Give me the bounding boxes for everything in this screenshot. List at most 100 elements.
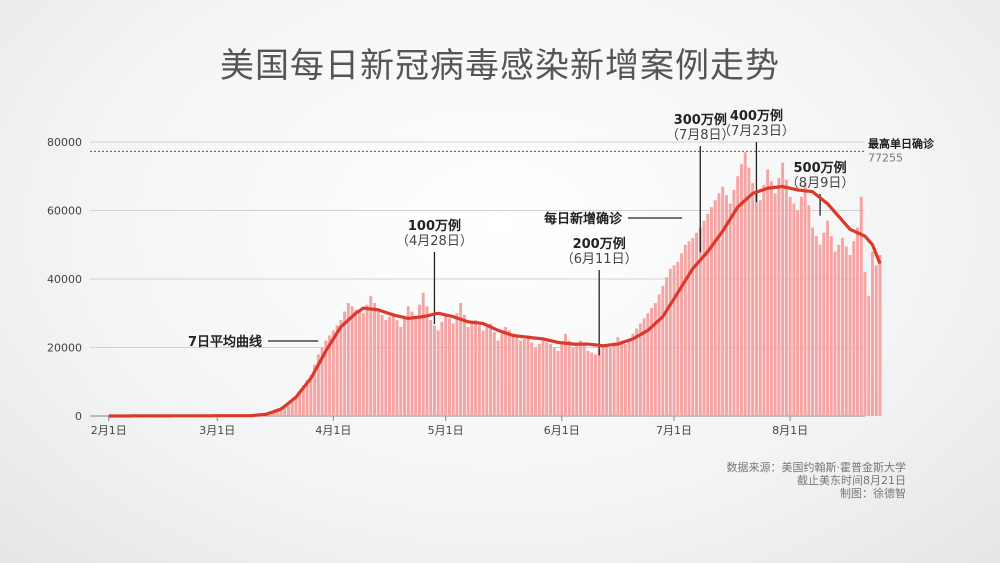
x-tick-label: 2月1日 bbox=[91, 424, 127, 437]
daily-bar bbox=[564, 333, 567, 416]
daily-bar bbox=[530, 342, 534, 416]
daily-bar bbox=[331, 330, 335, 417]
daily-bar bbox=[807, 205, 811, 416]
milestone-label: 400万例 bbox=[730, 108, 783, 124]
daily-bars bbox=[129, 152, 882, 417]
daily-bar bbox=[294, 397, 298, 416]
daily-bar bbox=[878, 255, 882, 416]
daily-bar bbox=[732, 189, 736, 416]
daily-bar bbox=[811, 227, 815, 417]
x-tick-label: 8月1日 bbox=[772, 424, 808, 437]
daily-bar bbox=[635, 328, 639, 416]
daily-bar bbox=[616, 337, 620, 416]
daily-bar bbox=[867, 296, 871, 417]
daily-bar bbox=[283, 405, 287, 416]
daily-bar bbox=[301, 385, 305, 416]
daily-bar bbox=[874, 265, 878, 416]
x-tick-label: 4月1日 bbox=[315, 424, 351, 437]
daily-bar bbox=[803, 183, 807, 416]
daily-bar bbox=[504, 326, 508, 416]
daily-bar bbox=[799, 196, 803, 416]
source-line-2: 截止美东时间8月21日 bbox=[797, 474, 906, 487]
daily-bar bbox=[526, 337, 530, 416]
daily-bar bbox=[623, 344, 627, 416]
daily-bar bbox=[425, 306, 429, 416]
daily-bar bbox=[537, 344, 541, 416]
daily-bar bbox=[500, 333, 504, 416]
daily-bar bbox=[754, 191, 758, 416]
daily-bar bbox=[769, 181, 773, 416]
daily-bar bbox=[680, 253, 684, 416]
daily-bar bbox=[852, 241, 856, 416]
daily-bar bbox=[713, 200, 717, 416]
daily-bar bbox=[286, 402, 290, 416]
daily-bar bbox=[605, 345, 609, 416]
daily-bar bbox=[384, 320, 388, 416]
daily-bar bbox=[373, 302, 376, 416]
daily-bar bbox=[275, 410, 279, 416]
daily-bar bbox=[481, 330, 485, 417]
daily-bar bbox=[552, 347, 556, 416]
daily-bar bbox=[657, 294, 661, 416]
daily-bar bbox=[354, 309, 358, 416]
daily-bar bbox=[766, 169, 770, 416]
daily-bar bbox=[781, 162, 785, 416]
y-tick-label: 0 bbox=[75, 410, 82, 423]
daily-bar bbox=[477, 325, 481, 416]
daily-bar bbox=[829, 236, 833, 416]
daily-bar bbox=[313, 364, 317, 417]
source-line-1: 数据来源：美国约翰斯·霍普金斯大学 bbox=[726, 461, 907, 474]
daily-bar bbox=[361, 313, 365, 416]
avg-line bbox=[108, 184, 882, 418]
milestone-date: （6月11日） bbox=[561, 252, 638, 267]
daily-bar bbox=[369, 296, 373, 417]
daily-bar bbox=[485, 326, 489, 416]
daily-bar bbox=[309, 374, 313, 416]
daily-bar bbox=[758, 200, 762, 416]
daily-bar bbox=[391, 313, 395, 416]
daily-bar bbox=[388, 316, 391, 416]
daily-bar bbox=[653, 302, 657, 416]
daily-bar bbox=[863, 272, 867, 416]
daily-bar bbox=[545, 342, 549, 416]
avg-label: 7日平均曲线 bbox=[188, 334, 262, 350]
daily-bar bbox=[399, 326, 403, 416]
daily-bar bbox=[406, 306, 410, 416]
milestone-date: （8月9日） bbox=[786, 176, 855, 191]
milestone-date: （7月8日） bbox=[666, 128, 735, 143]
daily-bar bbox=[346, 302, 350, 416]
chart-title: 美国每日新冠病毒感染新增案例走势 bbox=[220, 46, 780, 86]
daily-bar bbox=[833, 251, 837, 416]
daily-bar bbox=[792, 203, 796, 416]
daily-bar bbox=[627, 338, 631, 416]
daily-bar bbox=[638, 323, 642, 416]
daily-bar bbox=[466, 326, 470, 416]
daily-bar bbox=[575, 344, 579, 416]
milestone-label: 500万例 bbox=[794, 160, 847, 176]
daily-bar bbox=[751, 183, 755, 416]
daily-bar bbox=[470, 323, 474, 416]
daily-bar bbox=[687, 241, 691, 416]
daily-bar bbox=[762, 184, 766, 416]
daily-bar bbox=[350, 306, 354, 416]
daily-bar bbox=[586, 350, 590, 416]
y-tick-label: 20000 bbox=[47, 342, 82, 355]
daily-bar bbox=[474, 320, 478, 416]
daily-bar bbox=[826, 220, 830, 416]
daily-bar bbox=[451, 323, 455, 416]
daily-bar bbox=[668, 268, 672, 416]
daily-bar bbox=[324, 340, 328, 416]
daily-bar bbox=[511, 333, 515, 416]
y-tick-label: 60000 bbox=[47, 205, 82, 218]
daily-bar bbox=[747, 167, 751, 416]
daily-bar bbox=[773, 193, 777, 417]
daily-bar bbox=[403, 316, 406, 416]
daily-bar bbox=[492, 332, 496, 416]
daily-bar bbox=[305, 380, 309, 416]
daily-bar bbox=[620, 340, 624, 416]
milestone-label: 300万例 bbox=[674, 112, 727, 128]
daily-bar bbox=[784, 179, 788, 416]
daily-bar bbox=[859, 196, 863, 416]
daily-bar bbox=[871, 251, 874, 416]
daily-bar bbox=[743, 152, 747, 416]
